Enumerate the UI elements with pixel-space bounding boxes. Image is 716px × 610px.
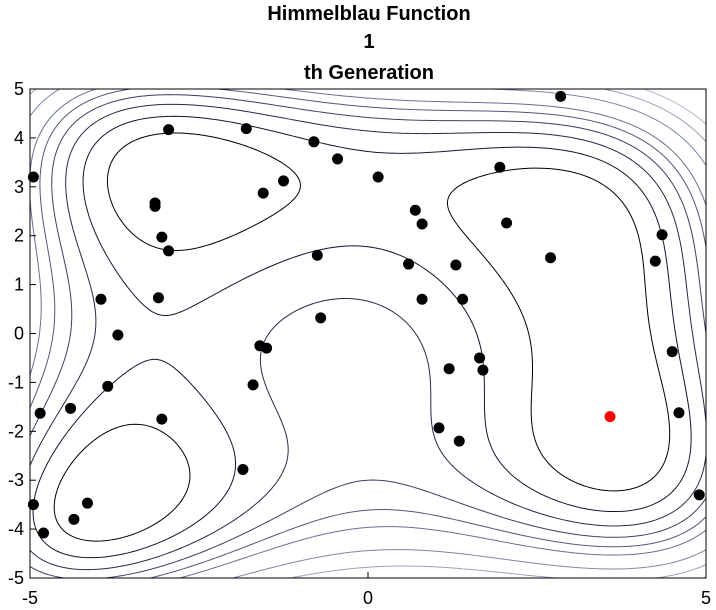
- y-tick-label: 4: [14, 128, 24, 148]
- population-point-47: [38, 527, 50, 539]
- x-tick-label: -5: [22, 588, 38, 608]
- x-axis-ticks: -5 0 5: [22, 572, 711, 608]
- population-point-15: [409, 204, 421, 216]
- population-point-17: [501, 217, 513, 229]
- population-point-8: [278, 175, 289, 187]
- population-point-20: [649, 255, 661, 267]
- contour-line-level-250: [30, 89, 706, 578]
- population-point-41: [433, 422, 445, 434]
- population-point-48: [693, 489, 705, 501]
- population-point-13: [163, 245, 175, 257]
- population-point-37: [34, 407, 46, 419]
- population-point-19: [656, 229, 668, 241]
- population-point-27: [112, 329, 124, 341]
- population-point-38: [65, 402, 77, 414]
- population-point-23: [95, 293, 107, 305]
- population-point-16: [416, 218, 428, 230]
- chart-title-line-2: 1: [363, 31, 374, 53]
- y-tick-label: 0: [14, 324, 24, 344]
- population-point-42: [453, 435, 465, 447]
- population-point-4: [332, 153, 344, 165]
- best-point-0: [604, 411, 616, 423]
- population-point-25: [416, 293, 428, 305]
- x-tick-label: 0: [363, 588, 373, 608]
- contour-line-level-50: [53, 132, 671, 542]
- population-point-34: [102, 380, 114, 392]
- contour-line-level-600: [643, 89, 706, 578]
- contour-line-level-400: [30, 89, 706, 578]
- population-point-28: [315, 312, 327, 324]
- population-point-7: [494, 161, 506, 173]
- population-point-18: [545, 252, 557, 264]
- population-point-40: [673, 407, 685, 419]
- population-point-36: [666, 346, 678, 358]
- population-point-43: [237, 463, 249, 475]
- y-tick-label: -2: [8, 421, 24, 441]
- population-point-2: [240, 123, 252, 135]
- population-point-31: [474, 352, 486, 364]
- plot-area: [30, 89, 706, 578]
- population-point-46: [68, 513, 80, 525]
- population-point-45: [81, 497, 93, 509]
- y-tick-label: 2: [14, 226, 24, 246]
- population-point-24: [152, 292, 164, 304]
- y-tick-label: -1: [8, 372, 24, 392]
- scatter-points: [27, 90, 705, 539]
- population-point-12: [156, 231, 168, 243]
- population-point-9: [257, 187, 269, 199]
- population-point-33: [443, 363, 455, 375]
- population-point-11: [149, 200, 161, 212]
- population-point-30: [261, 342, 273, 354]
- population-point-0: [27, 171, 39, 183]
- y-tick-label: 5: [14, 79, 24, 99]
- chart-title-line-1: Himmelblau Function: [267, 3, 470, 25]
- contour-lines: [30, 89, 706, 578]
- population-point-22: [450, 259, 462, 271]
- population-point-35: [247, 379, 259, 391]
- x-tick-label: 5: [701, 588, 711, 608]
- population-point-32: [477, 364, 489, 376]
- y-tick-label: 3: [14, 177, 24, 197]
- population-point-39: [156, 413, 168, 425]
- y-tick-label: 1: [14, 275, 24, 295]
- y-tick-label: -3: [8, 470, 24, 490]
- y-tick-label: -5: [8, 568, 24, 588]
- y-tick-label: -4: [8, 519, 24, 539]
- population-point-21: [403, 258, 415, 270]
- population-point-3: [308, 136, 320, 148]
- population-point-6: [555, 90, 567, 102]
- contour-line-level-150: [30, 103, 706, 571]
- population-point-44: [27, 499, 39, 511]
- y-axis-ticks: 5 4 3 2 1 0 -1 -2 -3 -4 -5: [8, 79, 36, 588]
- chart-title-line-3: th Generation: [304, 62, 434, 84]
- contour-line-level-200: [30, 94, 706, 578]
- population-point-5: [372, 171, 384, 183]
- population-point-1: [163, 124, 175, 136]
- population-point-26: [457, 293, 469, 305]
- population-point-14: [311, 249, 323, 261]
